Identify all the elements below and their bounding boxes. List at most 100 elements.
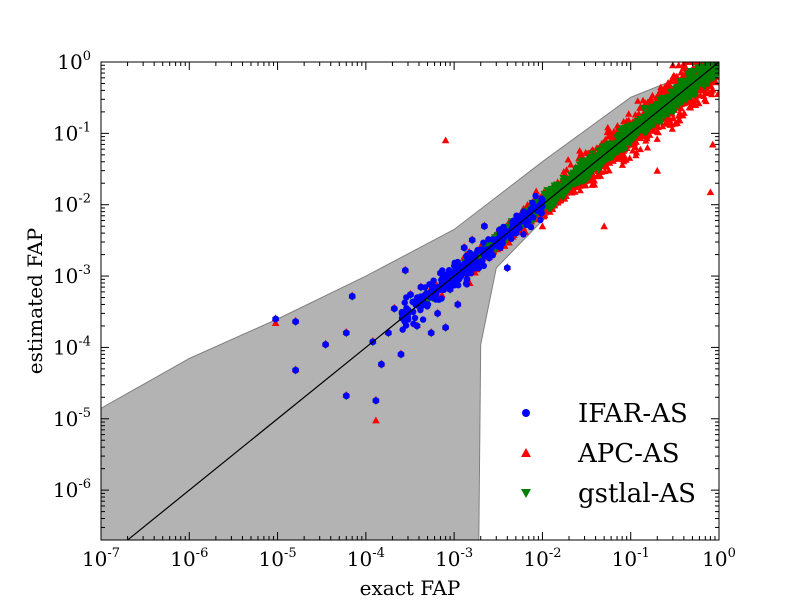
ifar-as-point bbox=[503, 264, 511, 272]
ifar-as-point bbox=[322, 341, 329, 348]
y-tick-label: 10-6 bbox=[53, 477, 91, 502]
gstlal-as-point bbox=[548, 200, 556, 207]
ifar-as-point bbox=[292, 366, 299, 374]
ifar-as-point bbox=[407, 291, 414, 298]
gstlal-as-point bbox=[558, 191, 566, 199]
apc-as-point bbox=[619, 155, 628, 162]
gstlal-as-point bbox=[540, 190, 548, 198]
gstlal-as-point bbox=[697, 80, 705, 87]
apc-as-point bbox=[669, 114, 677, 121]
gstlal-as-point bbox=[692, 87, 700, 94]
gstlal-as-point bbox=[679, 92, 687, 99]
ifar-as-point bbox=[501, 234, 508, 241]
gstlal-as-point bbox=[695, 69, 703, 77]
apc-as-point bbox=[708, 140, 717, 148]
ifar-as-point bbox=[454, 301, 462, 308]
apc-as-point bbox=[582, 148, 590, 156]
ifar-as-point bbox=[538, 195, 545, 202]
apc-as-point bbox=[668, 125, 676, 132]
ifar-as-point bbox=[413, 322, 421, 330]
gstlal-as-point bbox=[648, 103, 656, 111]
gstlal-as-point bbox=[618, 146, 626, 154]
x-tick-label: 10-6 bbox=[170, 546, 208, 571]
apc-as-point bbox=[675, 111, 683, 119]
gstlal-as-point bbox=[580, 172, 588, 179]
y-tick-label: 10-3 bbox=[53, 263, 91, 288]
apc-as-point bbox=[610, 155, 618, 162]
gstlal-as-point bbox=[581, 178, 590, 185]
gstlal-as-point bbox=[670, 105, 679, 112]
ifar-as-point bbox=[500, 223, 507, 231]
gstlal-as-point bbox=[648, 118, 656, 126]
apc-as-point bbox=[567, 188, 575, 195]
ifar-as-point bbox=[524, 216, 532, 224]
ifar-as-point bbox=[532, 192, 539, 200]
apc-as-point bbox=[664, 79, 672, 86]
apc-as-point bbox=[668, 120, 676, 128]
gstlal-as-point bbox=[694, 65, 702, 73]
ifar-as-point bbox=[480, 239, 487, 246]
apc-as-point bbox=[702, 87, 710, 95]
ifar-as-point bbox=[508, 235, 515, 242]
ifar-as-point bbox=[472, 265, 479, 272]
apc-as-point bbox=[626, 154, 634, 161]
ifar-as-point bbox=[420, 299, 427, 307]
apc-as-point bbox=[701, 96, 709, 103]
ifar-as-point bbox=[485, 254, 493, 262]
gstlal-as-point bbox=[678, 85, 686, 93]
apc-as-point bbox=[653, 135, 661, 142]
ifar-as-point bbox=[520, 231, 527, 238]
gstlal-as-point bbox=[630, 128, 639, 135]
gstlal-as-point bbox=[601, 157, 609, 165]
ifar-as-point bbox=[463, 275, 471, 283]
ifar-as-point bbox=[430, 277, 437, 284]
apc-as-point bbox=[631, 143, 640, 151]
gstlal-as-point bbox=[589, 161, 598, 169]
ifar-as-point bbox=[453, 272, 461, 279]
legend-label: APC-AS bbox=[577, 439, 680, 469]
x-tick-label: 10-1 bbox=[612, 546, 650, 571]
apc-as-point bbox=[441, 136, 450, 144]
gstlal-as-point bbox=[706, 63, 714, 70]
apc-as-point bbox=[709, 86, 717, 93]
gstlal-as-point bbox=[551, 187, 559, 195]
ifar-as-point bbox=[480, 262, 487, 269]
ifar-as-point bbox=[417, 293, 425, 300]
apc-as-point bbox=[672, 77, 680, 84]
apc-as-point bbox=[692, 101, 700, 108]
gstlal-as-point bbox=[640, 106, 648, 113]
apc-as-point bbox=[700, 92, 708, 99]
ifar-as-point bbox=[513, 212, 520, 219]
ifar-as-point bbox=[530, 214, 537, 221]
legend-marker-ifar-as bbox=[522, 409, 530, 417]
ifar-as-point bbox=[463, 281, 471, 288]
apc-as-point bbox=[590, 181, 599, 188]
gstlal-as-point bbox=[649, 123, 657, 130]
gstlal-as-point bbox=[588, 150, 596, 157]
y-tick-label: 10-2 bbox=[53, 192, 91, 217]
x-tick-label: 100 bbox=[702, 546, 736, 571]
ifar-as-point bbox=[437, 269, 444, 277]
gstlal-as-point bbox=[652, 106, 660, 113]
ifar-as-point bbox=[516, 224, 523, 232]
apc-as-point bbox=[576, 147, 584, 154]
gstlal-as-point bbox=[640, 120, 649, 127]
ifar-as-point bbox=[431, 283, 438, 290]
y-tick-label: 10-4 bbox=[53, 334, 91, 359]
apc-as-point bbox=[673, 119, 681, 126]
gstlal-as-point bbox=[608, 141, 616, 148]
ifar-as-point bbox=[442, 281, 449, 288]
apc-as-point bbox=[644, 98, 652, 105]
ifar-as-point bbox=[432, 291, 439, 298]
ifar-as-point bbox=[445, 267, 453, 274]
gstlal-as-point bbox=[670, 109, 678, 116]
gstlal-as-point bbox=[679, 99, 687, 106]
apc-as-point bbox=[556, 197, 564, 204]
gstlal-as-point bbox=[686, 93, 694, 101]
apc-as-point bbox=[593, 172, 602, 180]
apc-as-point bbox=[674, 62, 683, 69]
ifar-as-point bbox=[401, 267, 409, 274]
gstlal-as-point bbox=[667, 88, 675, 96]
apc-as-point bbox=[567, 161, 575, 168]
